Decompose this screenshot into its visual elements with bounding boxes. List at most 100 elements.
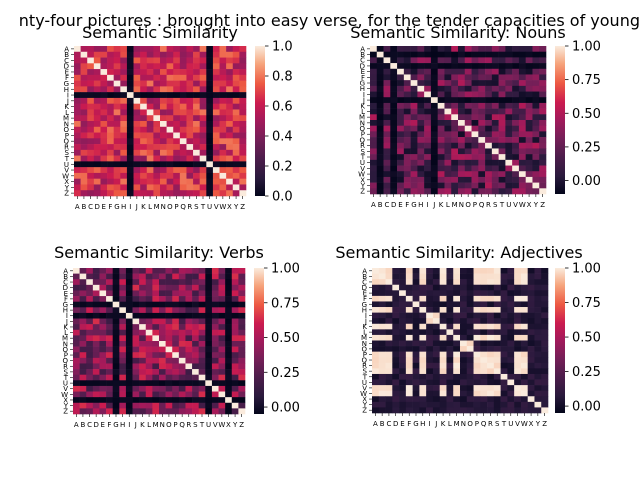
- heatmap-cell: [212, 97, 220, 104]
- heatmap-cell: [225, 324, 233, 331]
- heatmap-cell: [218, 408, 226, 415]
- heatmap-cell: [403, 182, 411, 189]
- heatmap-cell: [186, 103, 194, 110]
- heatmap-cell: [419, 329, 427, 336]
- heatmap-cell: [372, 290, 380, 297]
- heatmap-cell: [80, 69, 88, 76]
- heatmap-cell: [120, 115, 128, 122]
- heatmap-cell: [520, 329, 528, 336]
- heatmap-cell: [107, 86, 114, 93]
- heatmap-cell: [419, 368, 427, 375]
- heatmap-cell: [527, 357, 535, 364]
- heatmap-cell: [206, 69, 214, 76]
- heatmap-cell: [113, 46, 121, 53]
- heatmap-cell: [99, 312, 107, 319]
- heatmap-cell: [405, 346, 413, 352]
- heatmap-cell: [491, 46, 499, 52]
- heatmap-cell: [160, 97, 167, 104]
- heatmap-cell: [106, 318, 113, 325]
- heatmap-cell: [199, 74, 207, 81]
- heatmap-cell: [86, 363, 94, 370]
- heatmap-cell: [541, 373, 549, 380]
- heatmap-cell: [152, 301, 160, 308]
- heatmap-cell: [92, 357, 100, 364]
- heatmap-cell: [466, 284, 474, 291]
- heatmap-cell: [464, 125, 472, 132]
- heatmap-cell: [539, 114, 547, 121]
- heatmap-cell: [437, 154, 445, 161]
- heatmap-cell: [133, 115, 141, 122]
- x-tick-label: U: [506, 201, 511, 209]
- heatmap-cell: [541, 318, 549, 325]
- heatmap-cell: [500, 385, 508, 391]
- heatmap-cell: [541, 329, 549, 336]
- heatmap-cell: [392, 290, 400, 297]
- heatmap-cell: [419, 323, 427, 330]
- heatmap-cell: [79, 329, 87, 336]
- heatmap-cell: [107, 92, 114, 99]
- heatmap-cell: [539, 80, 547, 87]
- heatmap-cell: [179, 144, 187, 151]
- heatmap-cell: [376, 125, 384, 132]
- heatmap-cell: [534, 357, 542, 364]
- heatmap-cell: [87, 126, 95, 133]
- heatmap-cell: [532, 125, 540, 132]
- heatmap-cell: [514, 396, 522, 403]
- heatmap-cell: [211, 296, 219, 302]
- heatmap-cell: [532, 131, 540, 138]
- heatmap-cell: [525, 131, 533, 138]
- heatmap-cell: [107, 74, 114, 81]
- heatmap-cell: [532, 46, 540, 52]
- heatmap-cell: [541, 368, 549, 375]
- heatmap-cell: [520, 390, 528, 397]
- heatmap-cell: [471, 120, 479, 126]
- heatmap-cell: [426, 346, 434, 352]
- heatmap-cell: [132, 296, 140, 302]
- heatmap-cell: [219, 74, 227, 81]
- heatmap-cell: [493, 385, 501, 391]
- heatmap-cell: [376, 74, 384, 81]
- heatmap-cell: [132, 352, 140, 359]
- heatmap-cell: [232, 161, 240, 168]
- heatmap-cell: [112, 341, 120, 347]
- heatmap-cell: [451, 102, 459, 109]
- heatmap-cell: [140, 167, 148, 174]
- heatmap-cell: [80, 167, 88, 174]
- heatmap-cell: [206, 86, 214, 93]
- heatmap-cell: [133, 144, 141, 151]
- heatmap-cell: [211, 324, 219, 331]
- heatmap-cell: [199, 132, 207, 139]
- heatmap-cell: [491, 165, 499, 172]
- heatmap-cell: [192, 312, 199, 319]
- heatmap-cell: [370, 120, 378, 126]
- heatmap-cell: [165, 408, 173, 415]
- heatmap-cell: [165, 369, 173, 375]
- x-tick-label: K: [441, 420, 446, 428]
- heatmap-cell: [79, 273, 87, 280]
- heatmap-cell: [166, 97, 174, 104]
- heatmap-cell: [412, 385, 420, 391]
- heatmap-cell: [541, 312, 549, 319]
- heatmap-cell: [378, 329, 386, 336]
- heatmap-cell: [206, 97, 214, 104]
- heatmap-cell: [185, 268, 193, 274]
- heatmap-cell: [370, 63, 378, 70]
- heatmap-cell: [238, 318, 246, 325]
- heatmap-cell: [403, 137, 411, 144]
- heatmap-cell: [460, 273, 468, 280]
- heatmap-cell: [159, 363, 166, 370]
- heatmap-cell: [512, 171, 520, 178]
- heatmap-cell: [79, 397, 87, 404]
- heatmap-cell: [383, 80, 391, 87]
- heatmap-cell: [432, 323, 440, 330]
- x-tick-label: L: [448, 420, 452, 428]
- heatmap-cell: [199, 92, 207, 99]
- heatmap-cell: [86, 402, 94, 409]
- heatmap-cell: [520, 407, 528, 414]
- heatmap-cell: [383, 159, 391, 166]
- heatmap-cell: [403, 188, 411, 195]
- heatmap-cell: [405, 351, 413, 358]
- heatmap-cell: [113, 74, 121, 81]
- heatmap-cell: [419, 401, 427, 408]
- x-tick-label: L: [148, 203, 152, 211]
